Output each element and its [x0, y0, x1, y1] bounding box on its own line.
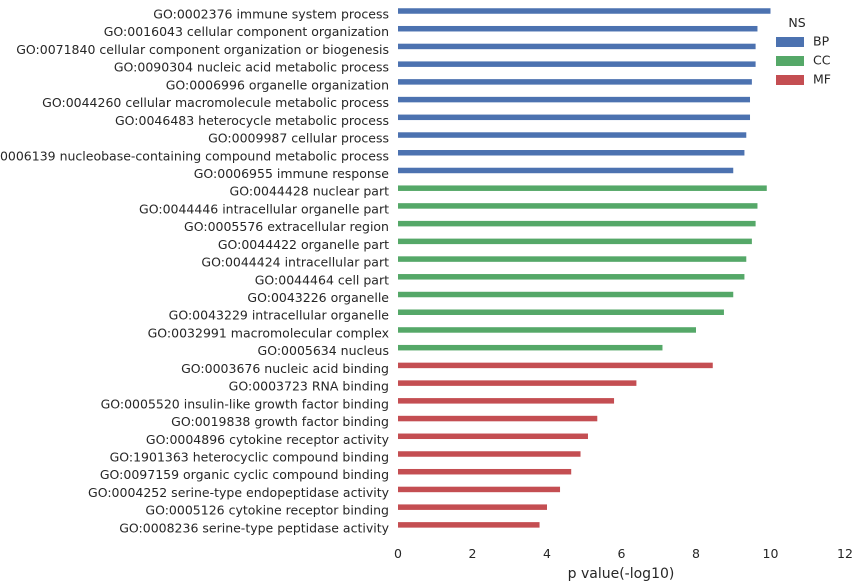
x-tick-label: 6	[618, 546, 626, 561]
category-label: GO:0006139 nucleobase-containing compoun…	[0, 148, 389, 163]
bar	[398, 504, 547, 510]
category-label: GO:0004252 serine-type endopeptidase act…	[88, 485, 390, 500]
legend-label: CC	[813, 53, 831, 68]
bar	[398, 486, 561, 493]
category-label: GO:0005634 nucleus	[258, 343, 389, 358]
category-label: GO:0002376 immune system process	[153, 7, 389, 22]
legend-title: NS	[788, 15, 805, 30]
category-label: GO:0044422 organelle part	[218, 237, 389, 252]
category-label: GO:0044446 intracellular organelle part	[139, 201, 389, 216]
category-label: GO:0044464 cell part	[255, 272, 389, 287]
bar	[398, 362, 713, 369]
bar	[398, 291, 734, 298]
legend-swatch	[776, 37, 804, 47]
bar	[398, 114, 751, 121]
legend-label: MF	[813, 72, 831, 87]
bar	[398, 415, 598, 422]
bar	[398, 8, 771, 14]
bar	[398, 220, 756, 227]
category-label: GO:0003723 RNA binding	[229, 379, 389, 394]
category-label: GO:0019838 growth factor binding	[171, 414, 389, 429]
bar	[398, 327, 696, 333]
category-label: GO:0090304 nucleic acid metabolic proces…	[114, 60, 389, 75]
bar	[398, 380, 637, 386]
category-labels: GO:0002376 immune system process GO:00160…	[0, 7, 390, 536]
bar	[398, 167, 734, 174]
bar	[398, 344, 663, 351]
legend-swatch	[776, 56, 804, 66]
legend: NS BP CC MF	[776, 15, 831, 87]
category-label: GO:0009987 cellular process	[208, 131, 389, 146]
x-tick-label: 8	[692, 546, 700, 561]
bars-group	[398, 8, 771, 528]
category-label: GO:0044424 intracellular part	[201, 255, 389, 270]
bar	[398, 433, 588, 440]
legend-label: BP	[813, 34, 830, 49]
category-label: GO:0016043 cellular component organizati…	[104, 24, 389, 39]
category-label: GO:0005126 cytokine receptor binding	[145, 503, 389, 518]
x-tick-label: 10	[763, 546, 779, 561]
x-axis-ticks: 0 2 4 6 8 10 12	[394, 546, 853, 561]
bar	[398, 309, 724, 315]
bar	[398, 96, 751, 103]
bar	[398, 274, 745, 280]
category-label: GO:0032991 macromolecular complex	[148, 325, 389, 340]
bar	[398, 185, 767, 191]
x-tick-label: 0	[394, 546, 402, 561]
bar	[398, 43, 756, 50]
category-label: GO:0043226 organelle	[247, 290, 389, 305]
legend-swatch	[776, 75, 804, 85]
x-tick-label: 12	[837, 546, 853, 561]
bar	[398, 468, 572, 475]
category-label: GO:0044260 cellular macromolecule metabo…	[42, 95, 389, 110]
category-label: GO:0043229 intracellular organelle	[169, 308, 390, 323]
category-label: GO:0044428 nuclear part	[230, 184, 390, 199]
x-tick-label: 4	[543, 546, 551, 561]
bar	[398, 522, 540, 528]
category-label: GO:0006996 organelle organization	[166, 77, 389, 92]
bar	[398, 398, 615, 404]
category-label: GO:0004896 cytokine receptor activity	[146, 432, 390, 447]
bar	[398, 256, 747, 262]
category-label: GO:0005520 insulin-like growth factor bi…	[101, 396, 389, 411]
category-label: GO:0005576 extracellular region	[184, 219, 389, 234]
bar	[398, 203, 758, 209]
category-label: GO:0046483 heterocycle metabolic process	[115, 113, 389, 128]
category-label: GO:0003676 nucleic acid binding	[181, 361, 389, 376]
x-axis-label: p value(-log10)	[568, 566, 675, 582]
x-tick-label: 2	[469, 546, 477, 561]
bar	[398, 61, 756, 67]
bar	[398, 451, 581, 457]
category-label: GO:0071840 cellular component organizati…	[16, 42, 389, 57]
bar	[398, 132, 747, 138]
bar	[398, 79, 752, 85]
bar	[398, 150, 745, 156]
category-label: GO:1901363 heterocyclic compound binding	[110, 450, 389, 465]
category-label: GO:0097159 organic cyclic compound bindi…	[100, 467, 389, 482]
bar	[398, 238, 752, 245]
category-label: GO:0006955 immune response	[194, 166, 390, 181]
category-label: GO:0008236 serine-type peptidase activit…	[119, 520, 389, 535]
bar	[398, 25, 758, 32]
